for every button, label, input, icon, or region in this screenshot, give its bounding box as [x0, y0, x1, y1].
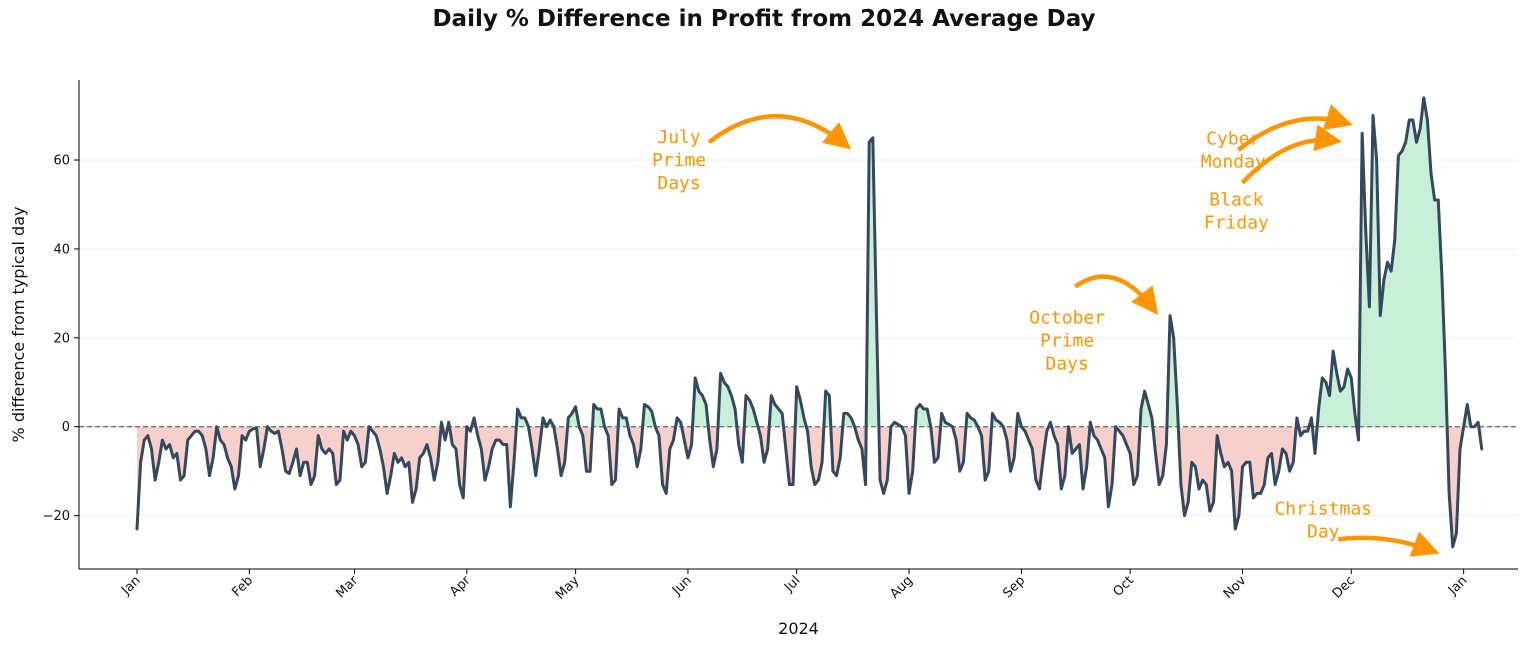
x-tick-label: Nov [1221, 573, 1250, 602]
y-tick-label: 0 [62, 420, 70, 435]
annotation-label-line: Prime [1040, 331, 1094, 352]
annotation-label-line: Days [657, 173, 700, 194]
x-tick-label: Jan [1445, 573, 1470, 598]
annotation-label: October Prime Days [1029, 308, 1105, 375]
y-tick-label: −20 [43, 509, 70, 524]
annotation: Cyber Monday [1201, 104, 1353, 173]
annotation-label-line: Christmas [1274, 499, 1372, 520]
annotation-arrow [1240, 124, 1343, 185]
annotation-arrow [1337, 531, 1440, 557]
x-tick-label: Dec [1330, 573, 1358, 601]
annotation: July Prime Days [652, 114, 852, 194]
annotation-label-line: Day [1307, 522, 1340, 543]
x-tick-label: Mar [333, 573, 361, 601]
annotation-arrow [1236, 104, 1353, 152]
x-tick-label: Oct [1110, 573, 1137, 600]
annotation-arrow [1073, 274, 1159, 316]
annotation-label-line: Prime [652, 150, 706, 171]
positive-area-fill [441, 97, 1479, 427]
series-line [135, 96, 1484, 549]
y-tick-label: 20 [53, 331, 70, 346]
annotation-label-line: Monday [1201, 152, 1266, 173]
annotation: Black Friday [1204, 124, 1343, 233]
x-tick-label: Jun [669, 573, 695, 599]
annotation-arrow [707, 114, 852, 150]
y-tick-label: 40 [53, 242, 70, 257]
y-tick-label: 60 [53, 154, 70, 169]
negative-area-fill [136, 426, 1482, 547]
annotation-label-line: July [657, 127, 701, 148]
area-fills [136, 97, 1482, 547]
x-tick-label: Feb [229, 573, 256, 600]
chart-title: Daily % Difference in Profit from 2024 A… [432, 6, 1096, 32]
x-tick-label: Sep [1000, 573, 1028, 601]
series-line-group [135, 96, 1484, 549]
annotation-label-line: Friday [1204, 212, 1269, 233]
annotation-label: July Prime Days [652, 127, 706, 194]
annotation-label-line: October [1029, 308, 1105, 329]
x-tick-label: Aug [887, 573, 916, 602]
axes: −20 0 20 40 60 Jan Feb Mar Apr May Jun Jul Aug Sep Oct… [43, 80, 1518, 603]
x-tick-label: Apr [447, 573, 474, 600]
x-tick-label: May [553, 573, 583, 603]
x-tick-label: Jan [118, 573, 143, 598]
annotation: October Prime Days [1029, 274, 1159, 375]
x-axis-label: 2024 [778, 619, 819, 638]
annotation: Christmas Day [1274, 499, 1440, 557]
annotation-label: Christmas Day [1274, 499, 1372, 543]
grid [79, 159, 1518, 516]
x-tick-label: Jul [781, 573, 803, 595]
annotation-label-line: Black [1209, 189, 1263, 210]
annotation-label: Black Friday [1204, 189, 1269, 233]
annotation-label-line: Days [1045, 354, 1088, 375]
y-axis-label: % difference from typical day [9, 207, 28, 443]
